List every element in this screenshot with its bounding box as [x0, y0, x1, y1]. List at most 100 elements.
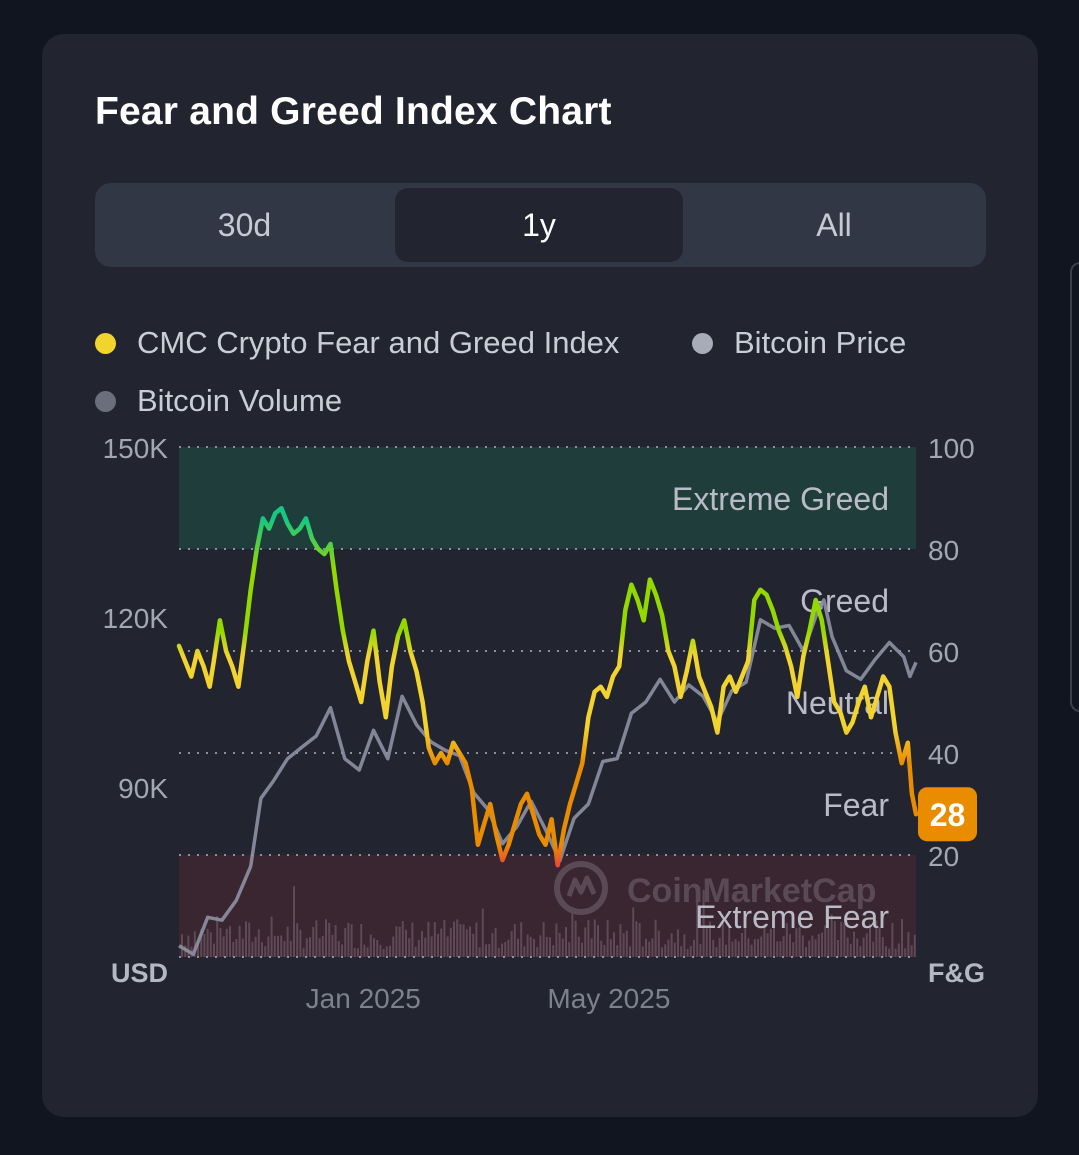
- volume-bar: [862, 937, 865, 957]
- zone-label-extreme-fear: Extreme Fear: [695, 899, 889, 935]
- volume-bar: [577, 936, 580, 957]
- volume-bar: [357, 948, 359, 957]
- volume-bar: [309, 937, 311, 957]
- volume-bar: [702, 889, 705, 957]
- volume-bar: [734, 939, 737, 957]
- volume-bar: [341, 944, 343, 957]
- volume-bar: [366, 947, 369, 957]
- volume-bar: [907, 932, 910, 957]
- y-right-tick-label: 20: [928, 841, 959, 872]
- volume-bar: [792, 942, 795, 957]
- volume-bar: [625, 930, 628, 957]
- current-value-text: 28: [930, 797, 966, 833]
- volume-bar: [574, 920, 577, 957]
- tab-1y[interactable]: 1y: [395, 188, 683, 262]
- volume-bar: [699, 944, 702, 957]
- volume-bar: [216, 916, 219, 957]
- volume-bar: [613, 932, 615, 957]
- volume-bar: [430, 936, 433, 957]
- y-right-tick-label: 40: [928, 739, 959, 770]
- volume-bar: [670, 933, 673, 957]
- volume-bar: [712, 939, 715, 957]
- volume-bar: [904, 948, 907, 957]
- y-right-tick-label: 60: [928, 637, 959, 668]
- volume-bar: [805, 947, 807, 957]
- volume-bar: [769, 928, 772, 957]
- volume-bar: [779, 941, 782, 957]
- volume-bar: [689, 946, 692, 957]
- volume-bar: [849, 943, 852, 957]
- volume-bar: [232, 942, 235, 957]
- volume-bar: [491, 933, 494, 957]
- fear-greed-line: [176, 505, 919, 868]
- tab-all[interactable]: All: [816, 207, 852, 243]
- volume-bar: [651, 938, 654, 957]
- volume-bar: [641, 946, 644, 957]
- volume-bar: [437, 934, 439, 957]
- volume-bar: [856, 938, 859, 957]
- volume-bar: [440, 928, 443, 957]
- volume-bar: [869, 924, 871, 957]
- volume-bar: [629, 946, 631, 957]
- volume-bar: [513, 924, 516, 957]
- volume-bar: [283, 941, 286, 957]
- tab-30d[interactable]: 30d: [217, 207, 272, 243]
- volume-bar: [529, 936, 532, 957]
- volume-bar: [590, 938, 593, 957]
- legend-dot-bitcoin-volume: [95, 391, 116, 412]
- volume-bar: [488, 943, 491, 957]
- volume-bar: [654, 919, 657, 957]
- volume-bar: [808, 940, 811, 957]
- volume-bar: [661, 947, 663, 957]
- volume-bar: [277, 935, 279, 957]
- volume-bar: [424, 937, 427, 957]
- volume-bar: [334, 925, 337, 957]
- volume-bar: [299, 929, 302, 957]
- volume-bar: [853, 931, 855, 957]
- volume-bar: [389, 945, 391, 957]
- volume-bar: [414, 946, 417, 957]
- volume-bar: [238, 925, 241, 957]
- volume-bar: [449, 927, 452, 957]
- y-left-unit: USD: [111, 958, 168, 988]
- volume-bar: [824, 925, 827, 957]
- current-value-badge: [918, 787, 977, 842]
- volume-bar: [571, 907, 574, 957]
- volume-bar: [875, 920, 878, 957]
- legend-label-bitcoin-volume: Bitcoin Volume: [137, 383, 343, 418]
- volume-bar: [795, 928, 798, 957]
- coinmarketcap-logo-icon: [554, 861, 608, 915]
- legend-dot-fear-greed: [95, 333, 116, 354]
- volume-bar: [635, 921, 638, 957]
- volume-bar: [510, 931, 513, 957]
- volume-bar: [801, 935, 804, 957]
- volume-bar: [257, 929, 260, 957]
- volume-bar: [750, 944, 753, 957]
- volume-bar: [677, 929, 679, 957]
- volume-bar: [312, 926, 315, 957]
- volume-bar: [552, 945, 555, 957]
- volume-bar: [747, 938, 750, 957]
- volume-bar: [321, 935, 324, 957]
- volume-bar: [910, 945, 913, 957]
- volume-bar: [718, 937, 721, 957]
- watermark-text: CoinMarketCap: [627, 872, 876, 910]
- volume-bar: [894, 948, 897, 957]
- volume-bar: [219, 928, 222, 957]
- volume-bar: [507, 939, 510, 957]
- volume-bar: [753, 939, 756, 957]
- range-tabs: 30d 1y All: [95, 183, 986, 267]
- volume-bar: [305, 938, 308, 957]
- volume-bar: [638, 923, 641, 957]
- volume-bar: [411, 922, 414, 957]
- volume-bar: [865, 933, 868, 957]
- volume-bar: [251, 941, 254, 957]
- volume-bar: [830, 914, 833, 957]
- volume-bar: [837, 940, 839, 957]
- volume-bar: [782, 936, 785, 957]
- volume-bar: [827, 928, 830, 957]
- volume-bar: [673, 942, 676, 957]
- volume-bar: [261, 942, 263, 957]
- y-right-tick-label: 80: [928, 535, 959, 566]
- volume-bar: [581, 942, 583, 957]
